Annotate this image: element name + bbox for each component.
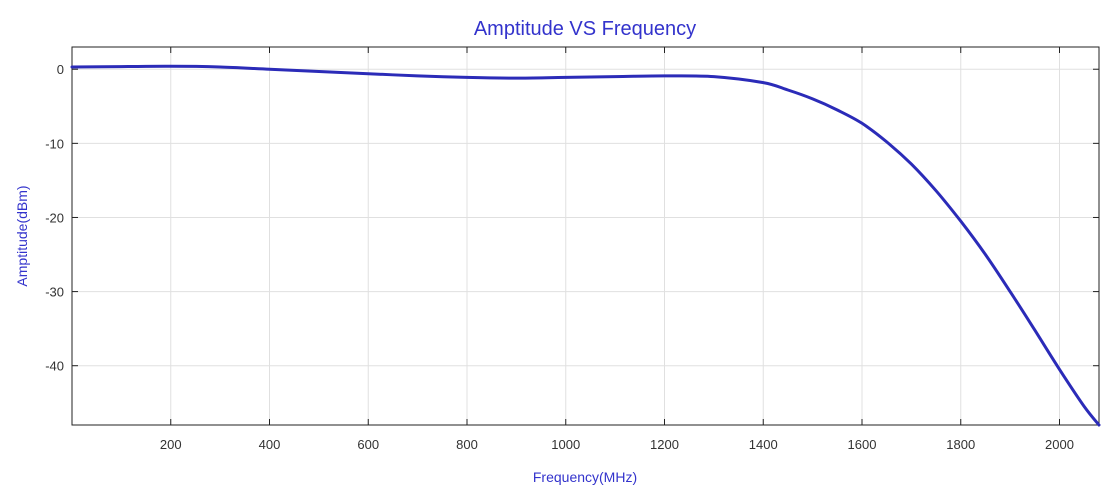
x-axis-label: Frequency(MHz) bbox=[533, 469, 637, 485]
series-layer bbox=[70, 64, 1101, 427]
y-tick-label: -20 bbox=[45, 210, 64, 225]
x-tick-label: 800 bbox=[456, 437, 478, 452]
x-tick-labels: 200 400 600 800 1000 1200 1400 1600 1800 2000 bbox=[160, 437, 1074, 452]
y-tick-label: -10 bbox=[45, 136, 64, 151]
series-line bbox=[70, 64, 1101, 427]
x-tick-label: 1200 bbox=[650, 437, 679, 452]
x-tick-marks bbox=[170, 47, 1060, 425]
y-tick-label: -30 bbox=[45, 285, 64, 300]
x-tick-label: 200 bbox=[160, 437, 182, 452]
plot-background bbox=[72, 47, 1099, 425]
x-tick-label: 600 bbox=[357, 437, 379, 452]
x-tick-label: 2000 bbox=[1045, 437, 1074, 452]
y-tick-marks bbox=[72, 68, 1099, 367]
y-tick-labels: 0 -10 -20 -30 -40 bbox=[45, 62, 64, 373]
chart-title: Amptitude VS Frequency bbox=[474, 18, 696, 40]
x-tick-label: 1000 bbox=[551, 437, 580, 452]
x-tick-label: 1400 bbox=[749, 437, 778, 452]
y-tick-label: -40 bbox=[45, 359, 64, 374]
x-tick-label: 1800 bbox=[946, 437, 975, 452]
x-tick-label: 1600 bbox=[848, 437, 877, 452]
y-axis-label: Amptitude(dBm) bbox=[14, 185, 30, 286]
x-tick-label: 400 bbox=[259, 437, 281, 452]
plot-frame bbox=[71, 46, 1100, 426]
y-tick-label: 0 bbox=[57, 62, 64, 77]
